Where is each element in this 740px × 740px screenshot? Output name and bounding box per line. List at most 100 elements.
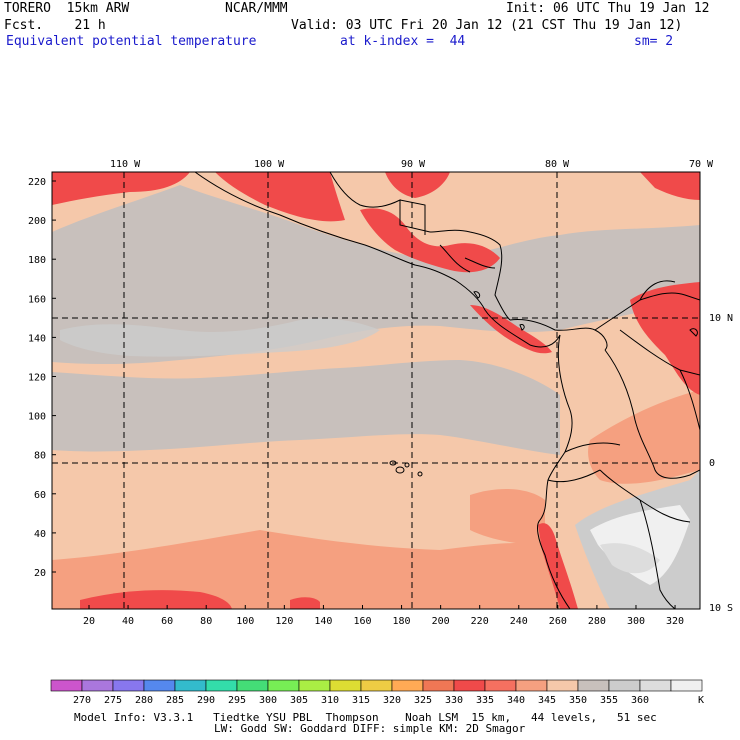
colorbar-box [577,679,610,692]
y-tick-label: 20 [34,568,46,579]
colorbar-value: 330 [445,695,463,706]
border-venezuela [619,329,700,431]
y-tick-label: 40 [34,529,46,540]
colorbar-value: 325 [414,695,432,706]
colorbar-box [422,679,455,692]
colorbar-value: 350 [569,695,587,706]
x-tick-label: 20 [83,616,95,627]
coast-venezuela [594,280,700,331]
colorbar-value: 290 [197,695,215,706]
lat-label-10n: 10 N [709,313,733,324]
field-red-south2 [290,597,320,609]
y-tick-label: 100 [28,412,46,423]
y-tick-label: 120 [28,373,46,384]
x-tick-label: 260 [549,616,567,627]
center-label: NCAR/MMM [225,1,288,16]
x-tick-label: 200 [432,616,450,627]
field-white-andes [590,505,690,585]
x-tick-label: 100 [236,616,254,627]
colorbar-value: 305 [290,695,308,706]
x-tick-label: 300 [627,616,645,627]
field-salmon-south [52,530,560,609]
theta-e-map: 110 W 100 W 90 W 80 W 70 W 10 N 0 10 S 2… [28,159,733,627]
colorbar-value: 355 [600,695,618,706]
colorbar-value: 340 [507,695,525,706]
field-salmon-east [588,390,700,484]
colorbar-box [298,679,331,692]
colorbar-box [143,679,176,692]
colorbar-box [453,679,486,692]
lat-label-10s: 10 S [709,603,733,614]
y-tick-label: 200 [28,216,46,227]
y-index-ticks: 220 200 180 160 140 120 100 80 60 40 20 [28,177,56,579]
field-grey-east [560,240,700,300]
colorbar-box [205,679,238,692]
colorbar: 270 275 280 285 290 295 300 305 310 315 320 325 330 3… [50,679,704,706]
border-peru [547,469,691,609]
coast-islands-carib [473,291,698,337]
colorbar-box [639,679,672,692]
colorbar-value: 315 [352,695,370,706]
colorbar-value: 275 [104,695,122,706]
x-tick-label: 80 [200,616,212,627]
border-central-am [399,199,496,273]
colorbar-unit: K [698,695,704,706]
colorbar-value: 335 [476,695,494,706]
x-tick-label: 320 [666,616,684,627]
field-name: Equivalent potential temperature [6,34,257,49]
x-tick-label: 120 [275,616,293,627]
field-grey-lighter [60,318,380,357]
colorbar-box [267,679,300,692]
colorbar-box [484,679,517,692]
forecast-hour: Fcst. 21 h [4,18,106,33]
colorbar-value: 300 [259,695,277,706]
lat-label-0: 0 [709,458,715,469]
field-red-yucatan [385,172,450,198]
model-physics: LW: Godd SW: Goddard DIFF: simple KM: 2D… [214,722,526,735]
colorbar-box [360,679,393,692]
lon-label-90w: 90 W [401,159,426,170]
lon-label-110w: 110 W [110,159,141,170]
colorbar-value: 270 [73,695,91,706]
lon-label-80w: 80 W [545,159,570,170]
y-tick-label: 160 [28,294,46,305]
x-tick-label: 60 [161,616,173,627]
field-red-venezuela [630,282,700,395]
lon-label-70w: 70 W [689,159,714,170]
colorbar-box [174,679,207,692]
colorbar-box [391,679,424,692]
field-salmon-south2 [470,488,545,545]
colorbar-box [81,679,114,692]
colorbar-value: 345 [538,695,556,706]
shaded-field [52,172,700,609]
x-tick-label: 40 [122,616,134,627]
init-time: Init: 06 UTC Thu 19 Jan 12 [506,1,710,16]
y-tick-label: 220 [28,177,46,188]
colorbar-box [608,679,641,692]
colorbar-value: 310 [321,695,339,706]
latlon-grid [52,172,700,609]
field-red-peru-coast [538,523,578,609]
x-tick-label: 240 [510,616,528,627]
coast-caribbean [329,172,511,321]
x-tick-label: 180 [393,616,411,627]
colorbar-value: 280 [135,695,153,706]
y-tick-label: 180 [28,255,46,266]
x-tick-label: 280 [588,616,606,627]
y-tick-label: 60 [34,490,46,501]
model-info: Model Info: V3.3.1 Tiedtke YSU PBL Thomp… [74,711,657,724]
plot-frame [51,171,701,610]
field-grey-central [52,360,560,455]
y-tick-label: 140 [28,333,46,344]
colorbar-labels: 270 275 280 285 290 295 300 305 310 315 320 325 330 3… [73,695,649,706]
colorbar-value: 360 [631,695,649,706]
field-red-mexico [215,172,345,222]
valid-time: Valid: 03 UTC Fri 20 Jan 12 (21 CST Thu … [291,18,683,33]
x-tick-label: 140 [314,616,332,627]
field-red-central-am [360,208,500,273]
x-index-ticks: 20 40 60 80 100 120 140 160 180 200 220 240 260 280 30… [83,605,684,627]
coast-mexico-pacific [194,172,561,348]
border-colombia-ecuador [564,349,700,479]
colorbar-box [50,679,83,692]
colorbar-value: 320 [383,695,401,706]
